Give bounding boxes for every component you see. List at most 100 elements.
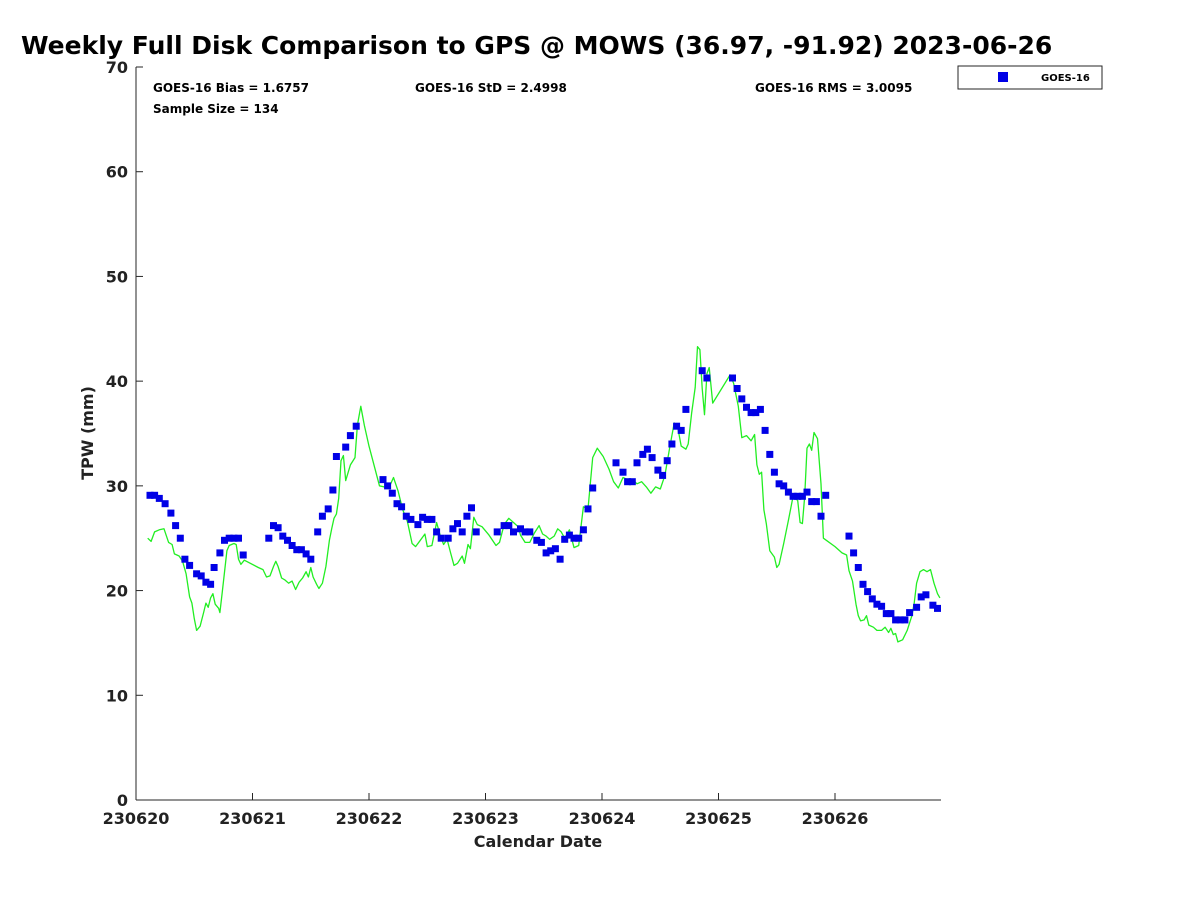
goes-16-marker <box>794 492 802 500</box>
goes-16-marker <box>239 551 247 559</box>
goes-16-marker <box>384 482 392 490</box>
goes-16-marker <box>784 488 792 496</box>
goes-16-marker <box>414 521 422 529</box>
goes-16-marker <box>167 509 175 517</box>
goes-16-marker <box>584 505 592 513</box>
goes-16-marker <box>761 426 769 434</box>
ticks-layer: 0 10 20 30 40 50 60 70 230620 230621 230622 230623 2… <box>103 58 869 828</box>
x-axis-label: Calendar Date <box>474 832 603 851</box>
goes-16-marker <box>172 522 180 530</box>
x-tick-label: 230623 <box>452 809 519 828</box>
goes-16-marker <box>193 570 201 578</box>
goes-16-marker <box>342 443 350 451</box>
goes-16-marker <box>393 500 401 508</box>
y-tick-label: 30 <box>106 477 128 496</box>
axes-layer <box>135 67 941 801</box>
goes-16-marker <box>216 549 224 557</box>
goes-16-marker <box>878 602 886 610</box>
goes-16-marker <box>901 616 909 624</box>
goes-16-marker <box>864 588 872 596</box>
goes-16-marker <box>288 542 296 549</box>
goes-16-marker <box>472 528 480 536</box>
goes-16-marker <box>845 532 853 540</box>
goes-16-marker <box>887 610 895 618</box>
goes-16-marker <box>274 524 282 532</box>
goes-16-marker <box>297 546 305 554</box>
goes-16-marker <box>505 522 513 530</box>
legend-box <box>957 65 1103 90</box>
goes-16-marker <box>454 520 461 528</box>
series-layer <box>146 345 941 643</box>
goes-16-marker <box>279 532 287 540</box>
goes-16-marker <box>556 555 564 563</box>
goes-16-marker <box>663 457 671 465</box>
goes-16-marker <box>155 494 163 502</box>
goes-16-marker <box>428 515 436 523</box>
goes-16-marker <box>850 549 858 557</box>
goes-16-marker <box>896 616 904 624</box>
goes-16-marker <box>398 503 406 511</box>
goes-16-marker <box>176 534 184 542</box>
goes-16-marker <box>423 515 431 523</box>
goes-16-marker <box>293 546 301 554</box>
goes-16-marker <box>752 409 760 417</box>
goes-16-marker <box>639 450 647 458</box>
goes-16-marker <box>437 534 445 542</box>
goes-16-marker <box>270 522 277 530</box>
goes-16-marker <box>493 528 501 536</box>
goes-16-marker <box>643 445 651 453</box>
goes-16-marker <box>314 528 322 536</box>
goes-16-marker <box>542 549 550 557</box>
x-tick-label: 230626 <box>802 809 869 828</box>
y-tick-label: 40 <box>106 372 128 391</box>
legend: GOES-16 <box>957 65 1103 90</box>
goes-16-marker <box>798 492 806 500</box>
goes-16-marker <box>612 459 620 467</box>
goes-16-marker <box>302 550 310 558</box>
chart-title: Weekly Full Disk Comparison to GPS @ MOW… <box>21 31 1052 60</box>
plot-area <box>136 67 941 800</box>
goes-16-marker <box>526 528 534 536</box>
goes-16-marker <box>352 422 360 430</box>
goes-16-marker <box>756 405 764 413</box>
y-tick-label: 20 <box>106 582 128 601</box>
goes-16-marker <box>500 522 508 530</box>
goes-16-marker <box>161 500 169 508</box>
goes-16-marker <box>407 515 415 523</box>
goes-16-marker <box>873 600 881 608</box>
goes-16-marker <box>284 536 291 544</box>
goes-16-marker <box>324 505 332 513</box>
goes-16-marker <box>698 367 706 375</box>
goes-16-marker <box>892 616 900 624</box>
goes-16-marker <box>589 484 597 492</box>
goes-16-marker <box>547 547 555 555</box>
goes-16-marker <box>770 468 778 476</box>
goes-16-marker <box>346 432 354 440</box>
goes-16-marker <box>913 603 921 611</box>
goes-16-marker <box>579 526 587 534</box>
goes-16-marker <box>729 374 736 382</box>
goes-16-marker <box>329 486 337 494</box>
goes-16-marker <box>151 491 159 499</box>
goes-16-marker <box>265 534 273 542</box>
goes-16-marker <box>561 535 569 543</box>
goes-16-marker <box>207 580 215 588</box>
stat-rms: GOES-16 RMS = 3.0095 <box>755 81 912 95</box>
goes-16-marker <box>775 480 783 488</box>
goes-16-marker <box>318 512 326 520</box>
y-tick-label: 0 <box>117 791 128 810</box>
goes-16-marker <box>419 513 427 521</box>
goes-16-marker <box>444 534 452 542</box>
goes-16-marker <box>628 478 636 486</box>
goes-16-marker <box>624 478 632 486</box>
goes-16-marker <box>307 555 315 563</box>
goes-16-marker <box>733 385 741 392</box>
goes-16-marker <box>789 492 797 500</box>
gps-series-line <box>147 345 941 643</box>
x-tick-label: 230624 <box>569 809 636 828</box>
goes-16-marker <box>468 504 475 512</box>
goes-16-marker <box>868 595 876 603</box>
legend-label-goes-16: GOES-16 <box>1041 73 1090 84</box>
goes-16-marker <box>537 538 545 546</box>
